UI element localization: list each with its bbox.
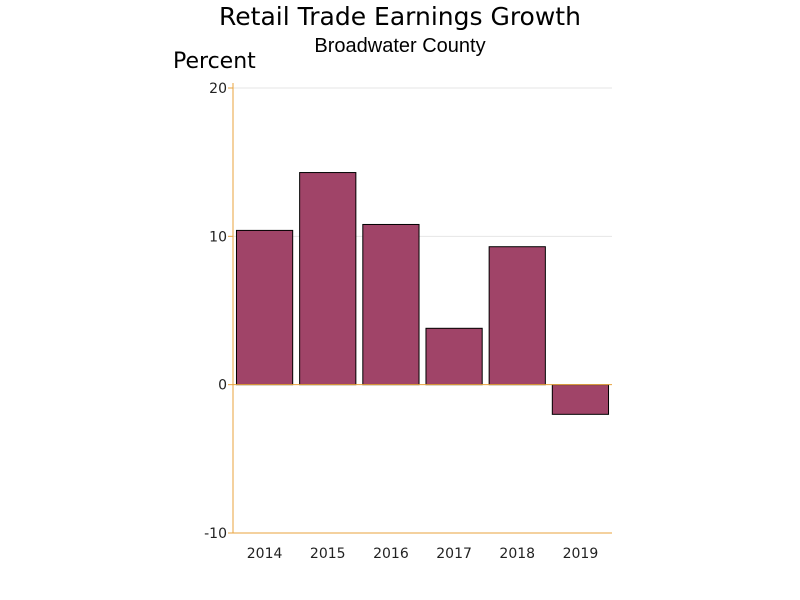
- bar-2017: [425, 327, 483, 386]
- gridlines: [233, 87, 612, 237]
- x-tick-label-2016: 2016: [373, 546, 409, 562]
- x-tick-label-2014: 2014: [247, 546, 283, 562]
- axes: [232, 83, 612, 534]
- bar-2015: [299, 172, 357, 386]
- x-tick-label-2019: 2019: [563, 546, 599, 562]
- bar-2018: [488, 246, 546, 386]
- chart-subtitle: Broadwater County: [314, 35, 485, 57]
- y-tick-label-20: 20: [209, 81, 227, 97]
- x-tick-label-2017: 2017: [436, 546, 472, 562]
- y-axis-label: Percent: [173, 49, 256, 74]
- y-tick-label--10: -10: [204, 526, 227, 542]
- y-tick-label-10: 10: [209, 229, 227, 245]
- bar-2016: [362, 223, 420, 386]
- bar-2014: [235, 229, 294, 386]
- x-ticks: 2014 2015 2016 2017 2018 2019: [247, 546, 598, 562]
- bars: [235, 172, 610, 415]
- chart-title: Retail Trade Earnings Growth: [219, 2, 581, 31]
- x-tick-label-2018: 2018: [499, 546, 535, 562]
- y-tick-label-0: 0: [218, 378, 227, 394]
- y-ticks: -10 0 10 20: [204, 81, 233, 542]
- x-tick-label-2015: 2015: [310, 546, 346, 562]
- bar-2019: [551, 384, 610, 415]
